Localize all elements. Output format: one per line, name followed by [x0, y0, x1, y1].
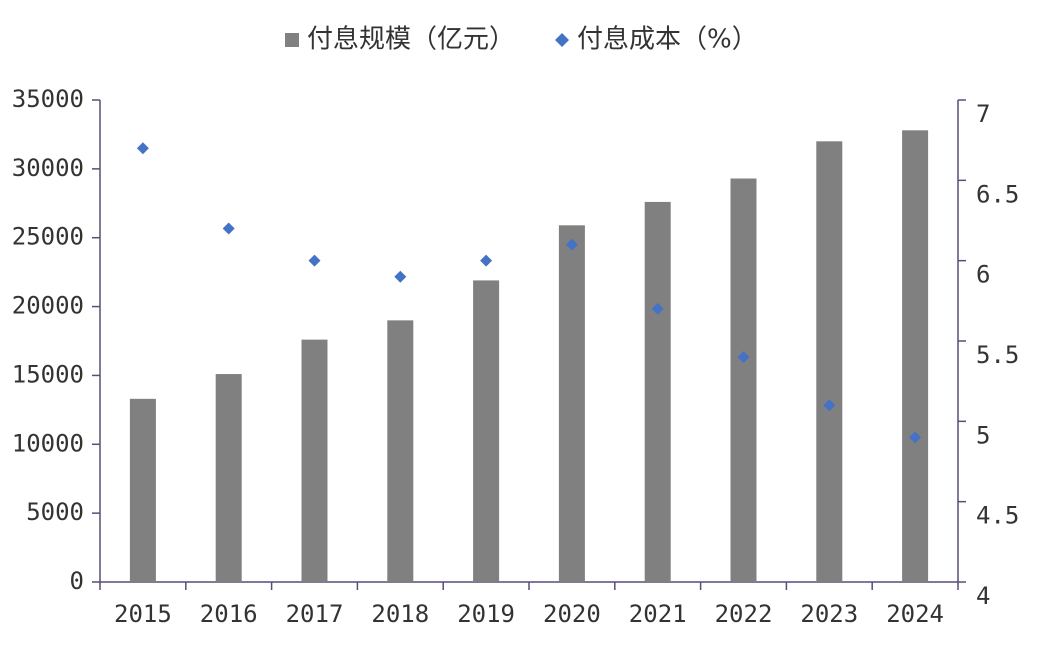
y2-tick-label: 6.5: [976, 180, 1019, 208]
point: [222, 222, 235, 235]
point: [651, 302, 664, 315]
x-tick-label: 2022: [715, 600, 773, 628]
x-tick-label: 2020: [543, 600, 601, 628]
y2-tick-label: 5: [976, 421, 990, 449]
point: [823, 399, 836, 412]
bar: [902, 130, 929, 582]
bar: [473, 280, 500, 582]
y-tick-label: 10000: [12, 429, 84, 457]
x-tick-label: 2015: [114, 600, 172, 628]
x-tick-label: 2018: [371, 600, 429, 628]
bar: [129, 398, 156, 582]
x-tick-label: 2024: [886, 600, 944, 628]
point: [480, 254, 493, 267]
bar: [387, 320, 414, 582]
y-tick-label: 35000: [12, 85, 84, 113]
x-tick-label: 2023: [800, 600, 858, 628]
point: [565, 238, 578, 251]
point: [308, 254, 321, 267]
bar: [816, 141, 843, 583]
y2-tick-label: 5.5: [976, 341, 1019, 369]
legend-swatch: [285, 33, 299, 47]
y2-tick-label: 4.5: [976, 502, 1019, 530]
x-tick-label: 2021: [629, 600, 687, 628]
point: [136, 142, 149, 155]
bar: [558, 225, 585, 582]
bar: [301, 339, 328, 582]
x-tick-label: 2019: [457, 600, 515, 628]
bar: [730, 178, 757, 583]
point: [909, 431, 922, 444]
y-tick-label: 20000: [12, 292, 84, 320]
y2-tick-label: 6: [976, 261, 990, 289]
y-tick-label: 0: [70, 567, 84, 595]
bar: [215, 374, 242, 582]
x-tick-label: 2016: [200, 600, 258, 628]
y2-tick-label: 7: [976, 100, 990, 128]
y-tick-label: 5000: [26, 498, 84, 526]
x-tick-label: 2017: [286, 600, 344, 628]
y-tick-label: 25000: [12, 223, 84, 251]
legend-label: 付息规模（亿元）: [307, 25, 515, 55]
bar: [644, 201, 671, 582]
legend-swatch: [555, 33, 570, 47]
legend-label: 付息成本（%）: [577, 25, 758, 55]
y-tick-label: 30000: [12, 154, 84, 182]
y2-tick-label: 4: [976, 582, 990, 610]
point: [394, 270, 407, 283]
y-tick-label: 15000: [12, 360, 84, 388]
point: [737, 351, 750, 364]
